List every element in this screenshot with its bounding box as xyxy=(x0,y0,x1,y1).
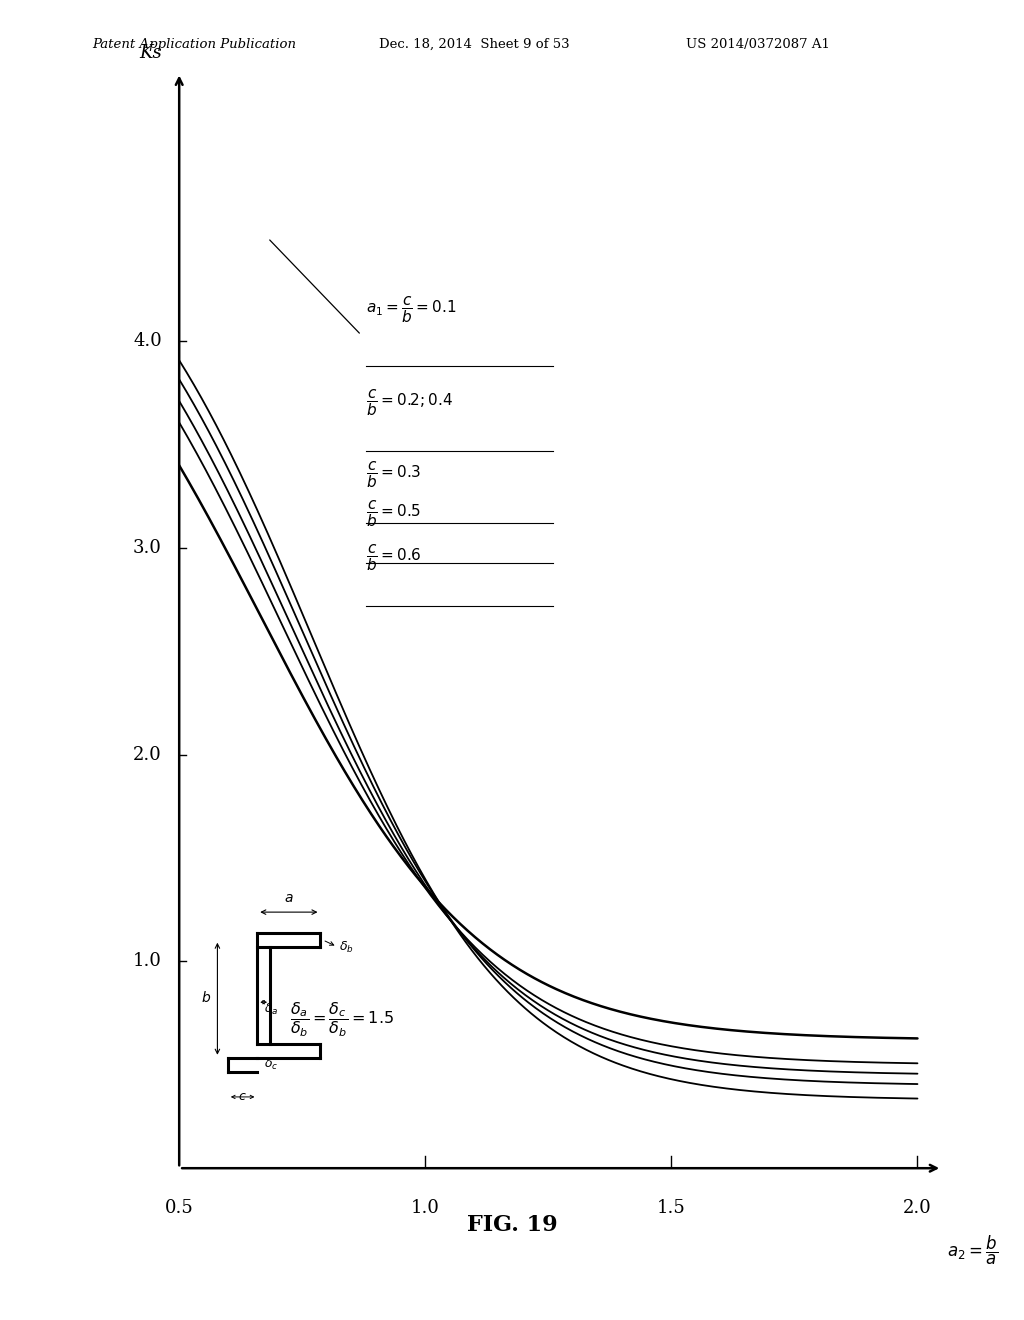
Text: $\delta_a$: $\delta_a$ xyxy=(263,1002,279,1016)
Text: $\delta_c$: $\delta_c$ xyxy=(263,1057,278,1072)
Text: US 2014/0372087 A1: US 2014/0372087 A1 xyxy=(686,37,830,50)
Text: $\delta_b$: $\delta_b$ xyxy=(339,940,354,956)
Text: 1.0: 1.0 xyxy=(133,953,162,970)
Text: $a_1=\dfrac{c}{b}=0.1$: $a_1=\dfrac{c}{b}=0.1$ xyxy=(367,296,457,325)
Text: 4.0: 4.0 xyxy=(133,333,162,350)
Text: $a_2=\dfrac{b}{a}$: $a_2=\dfrac{b}{a}$ xyxy=(947,1234,998,1267)
Text: 2.0: 2.0 xyxy=(903,1199,932,1217)
Text: Ks: Ks xyxy=(139,45,162,62)
Text: 1.0: 1.0 xyxy=(411,1199,439,1217)
Text: $\dfrac{\delta_a}{\delta_b}=\dfrac{\delta_c}{\delta_b}=1.5$: $\dfrac{\delta_a}{\delta_b}=\dfrac{\delt… xyxy=(290,1001,394,1039)
Text: $\dfrac{c}{b}=0.6$: $\dfrac{c}{b}=0.6$ xyxy=(367,543,422,573)
Text: $\dfrac{c}{b}=0.2;0.4$: $\dfrac{c}{b}=0.2;0.4$ xyxy=(367,388,454,418)
Text: 1.5: 1.5 xyxy=(657,1199,686,1217)
Text: $\dfrac{c}{b}=0.5$: $\dfrac{c}{b}=0.5$ xyxy=(367,500,422,529)
Text: 0.5: 0.5 xyxy=(165,1199,194,1217)
Text: 2.0: 2.0 xyxy=(133,746,162,764)
Text: $a$: $a$ xyxy=(284,891,294,906)
Text: $b$: $b$ xyxy=(201,990,211,1005)
Text: Dec. 18, 2014  Sheet 9 of 53: Dec. 18, 2014 Sheet 9 of 53 xyxy=(379,37,569,50)
Text: 3.0: 3.0 xyxy=(133,539,162,557)
Text: FIG. 19: FIG. 19 xyxy=(467,1214,557,1236)
Text: $c$: $c$ xyxy=(239,1090,247,1104)
Text: $\dfrac{c}{b}=0.3$: $\dfrac{c}{b}=0.3$ xyxy=(367,461,422,490)
Text: Patent Application Publication: Patent Application Publication xyxy=(92,37,296,50)
